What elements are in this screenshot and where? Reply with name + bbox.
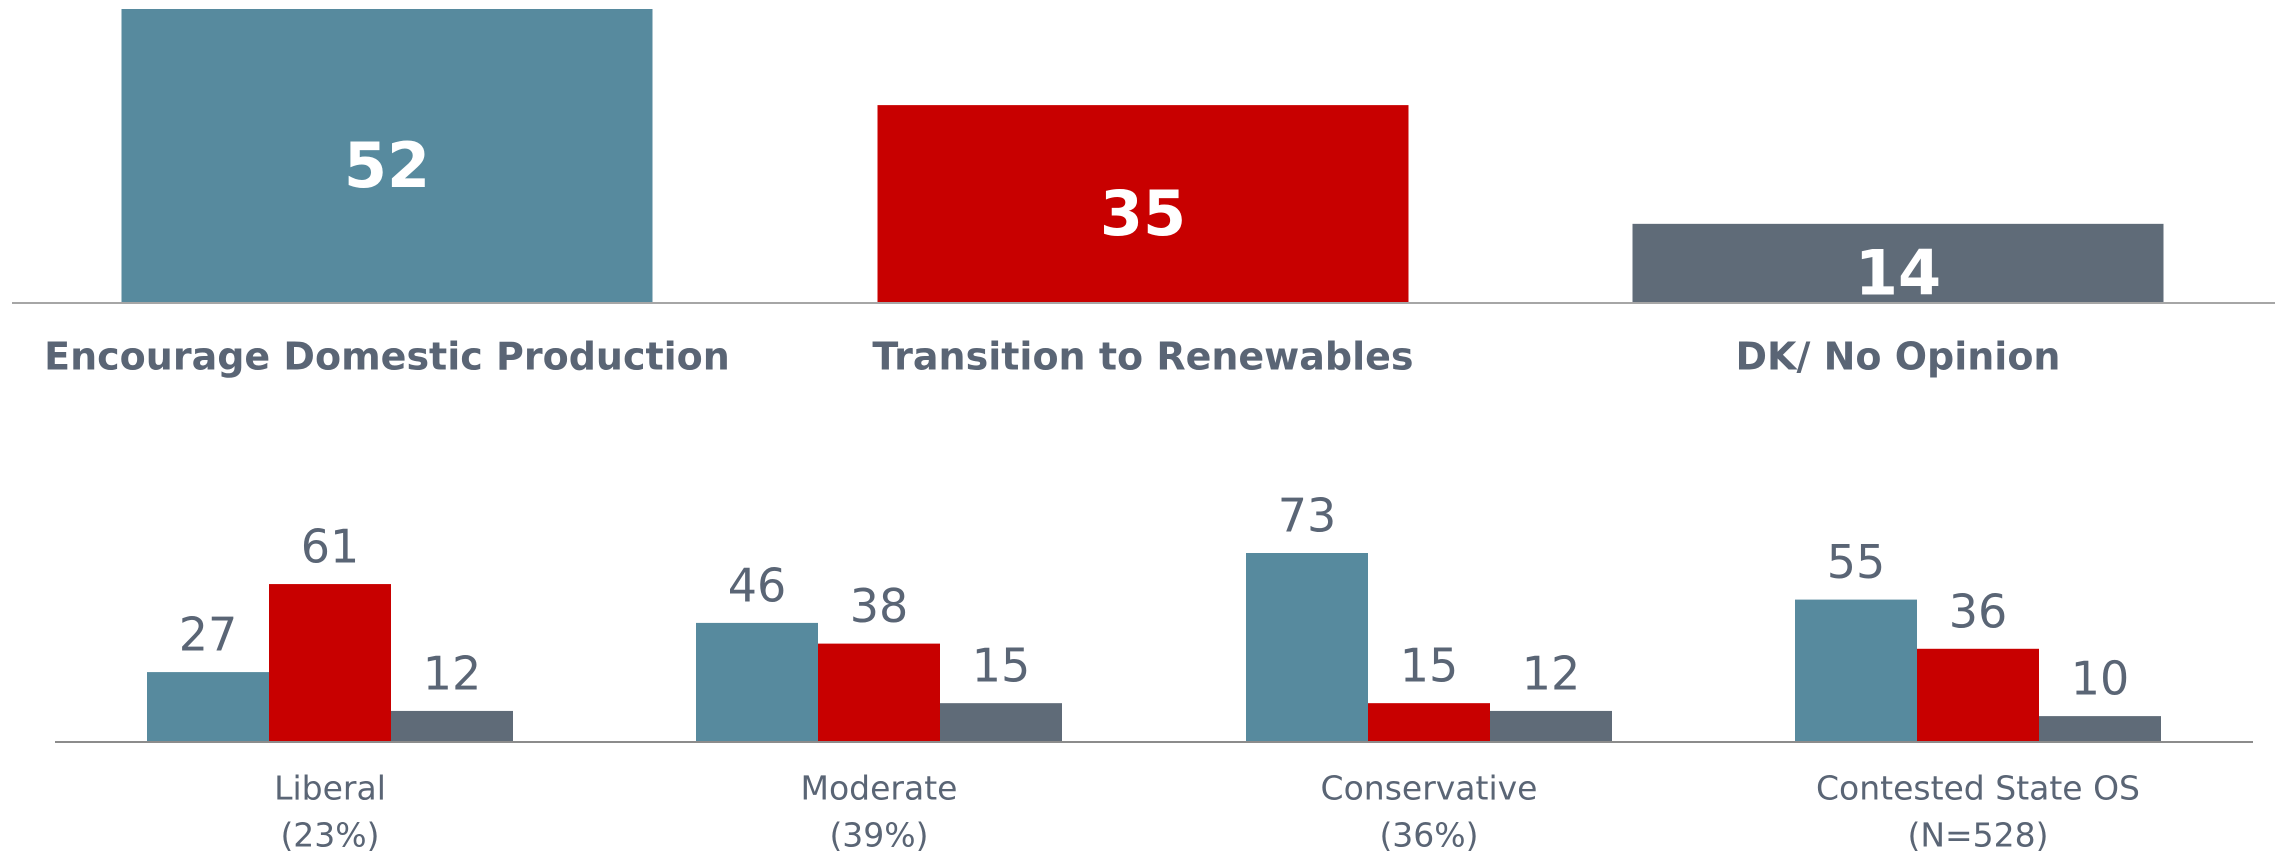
category-label: (23%) [280, 816, 379, 855]
category-label: (39%) [829, 816, 928, 855]
bar [1632, 223, 2164, 303]
bar [121, 9, 653, 303]
value-label: 27 [179, 608, 238, 662]
value-label: 12 [1522, 646, 1581, 700]
bar [1490, 710, 1612, 742]
value-label: 10 [2071, 652, 2130, 706]
bar [1246, 553, 1368, 742]
category-label: (N=528) [1907, 816, 2048, 855]
bar [818, 643, 940, 742]
bar [147, 672, 269, 742]
category-label: Transition to Renewables [872, 335, 1413, 379]
bar [940, 703, 1062, 742]
category-label: Liberal [274, 769, 386, 808]
bar [391, 710, 513, 742]
category-label: Moderate [801, 769, 958, 808]
value-label: 38 [850, 579, 909, 633]
category-label: Contested State OS [1816, 769, 2140, 808]
bar [269, 584, 391, 742]
category-label: Conservative [1321, 769, 1538, 808]
bar [2039, 716, 2161, 742]
value-label: 15 [1400, 639, 1459, 693]
value-label: 55 [1827, 535, 1886, 589]
bar [1795, 599, 1917, 742]
value-label: 15 [972, 639, 1031, 693]
value-label: 46 [728, 558, 787, 612]
value-label: 14 [1855, 237, 1941, 310]
value-label: 35 [1100, 177, 1186, 250]
category-label: Encourage Domestic Production [44, 335, 730, 379]
bar [696, 622, 818, 742]
category-label: DK/ No Opinion [1735, 335, 2060, 379]
bar [1917, 648, 2039, 742]
value-label: 12 [423, 646, 482, 700]
bar [877, 105, 1409, 303]
bar [1368, 703, 1490, 742]
value-label: 36 [1949, 584, 2008, 638]
value-label: 73 [1278, 489, 1337, 543]
value-label: 61 [301, 520, 360, 574]
value-label: 52 [344, 129, 430, 202]
category-label: (36%) [1379, 816, 1478, 855]
